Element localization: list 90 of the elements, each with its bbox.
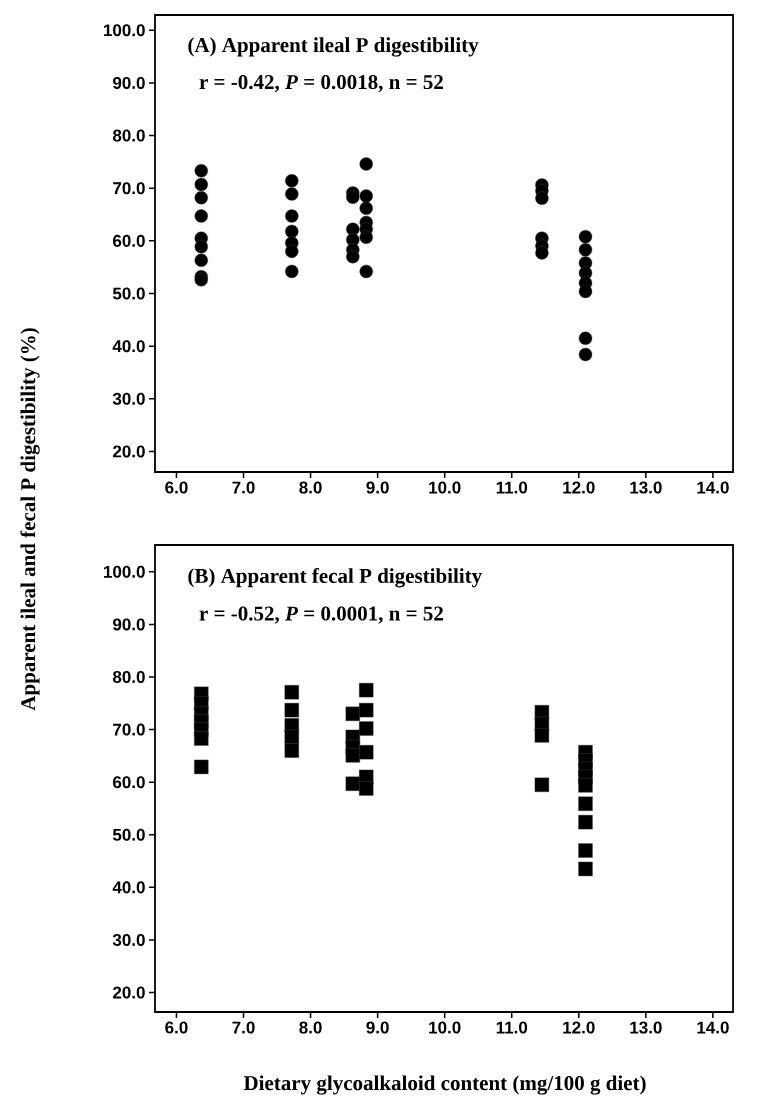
point — [284, 685, 299, 700]
point — [285, 264, 299, 279]
y-tick-label: 20.0 — [112, 986, 145, 999]
point — [578, 843, 593, 858]
x-tick-label: 13.0 — [630, 1021, 662, 1034]
annotation: r = -0.42, P = 0.0018, n = 52 — [199, 74, 443, 93]
point — [359, 189, 373, 203]
point — [194, 209, 208, 223]
y-tick-label: 30.0 — [112, 392, 145, 405]
y-tick-label: 70.0 — [113, 723, 145, 736]
point — [194, 253, 208, 268]
point — [578, 861, 593, 877]
point — [285, 174, 299, 188]
x-tick-label: 10.0 — [429, 1021, 461, 1034]
y-tick-label: 40.0 — [112, 881, 145, 894]
y-tick-label: 80.0 — [112, 129, 145, 142]
x-tick-label: 8.0 — [299, 481, 322, 494]
y-tick-label: 30.0 — [112, 933, 145, 946]
y-tick-label: 90.0 — [112, 618, 145, 631]
y-tick-label: 50.0 — [112, 287, 145, 300]
annotation: r = -0.52, P = 0.0001, n = 52 — [199, 606, 443, 624]
point — [359, 201, 373, 215]
x-tick-label: 11.0 — [496, 1021, 528, 1034]
point — [359, 781, 374, 796]
point — [194, 759, 209, 775]
point — [194, 190, 208, 205]
point — [194, 164, 208, 178]
point — [285, 187, 299, 201]
x-tick-label: 12.0 — [563, 1021, 595, 1034]
point — [578, 284, 593, 299]
y-tick-label: 60.0 — [113, 234, 145, 247]
point — [345, 776, 361, 791]
point — [578, 229, 593, 244]
point — [285, 244, 299, 259]
point — [359, 682, 374, 698]
point — [359, 702, 374, 718]
x-axis-title: Dietary glycoalkaloid content (mg/100 g diet) — [243, 1075, 646, 1095]
point — [345, 748, 361, 763]
point — [359, 745, 374, 760]
x-tick-label: 11.0 — [496, 481, 528, 494]
x-tick-label: 7.0 — [232, 481, 255, 494]
point — [194, 239, 208, 254]
y-tick-label: 70.0 — [113, 182, 145, 195]
point — [534, 777, 550, 792]
point — [578, 796, 593, 811]
point — [285, 224, 299, 239]
y-tick-label: 20.0 — [112, 445, 145, 458]
point — [345, 706, 361, 722]
point — [359, 230, 373, 244]
point — [578, 347, 593, 362]
y-tick-label: 100.0 — [104, 24, 145, 37]
x-tick-label: 7.0 — [232, 1021, 255, 1034]
point — [578, 814, 593, 830]
point — [346, 249, 360, 264]
point — [346, 190, 360, 204]
point — [359, 157, 373, 171]
x-tick-label: 14.0 — [697, 481, 729, 494]
point — [359, 721, 374, 736]
point — [359, 264, 373, 279]
y-axis-title: Apparent ileal and fecal P digestibility (%) — [20, 328, 40, 711]
point — [535, 191, 549, 205]
x-tick-label: 8.0 — [299, 1021, 322, 1034]
x-tick-label: 13.0 — [630, 481, 662, 494]
x-tick-label: 10.0 — [429, 481, 461, 494]
x-tick-label: 6.0 — [165, 1021, 188, 1034]
y-tick-label: 40.0 — [112, 340, 145, 353]
point — [535, 246, 549, 260]
point — [194, 273, 208, 287]
x-tick-label: 6.0 — [165, 481, 188, 494]
point — [284, 729, 299, 745]
point — [578, 243, 593, 257]
x-tick-label: 14.0 — [697, 1021, 729, 1034]
x-tick-label: 9.0 — [366, 481, 389, 494]
point — [578, 331, 593, 345]
text: (B) Apparent fecal P digestibility — [188, 567, 482, 588]
y-tick-label: 90.0 — [112, 76, 145, 89]
y-tick-label: 80.0 — [112, 670, 145, 684]
point — [285, 209, 299, 223]
text: (A) Apparent ileal P digestibility — [188, 37, 479, 57]
point — [578, 778, 593, 793]
y-tick-label: 50.0 — [112, 828, 145, 841]
x-tick-label: 9.0 — [366, 1021, 389, 1034]
point — [194, 731, 209, 746]
point — [534, 728, 550, 743]
y-tick-label: 100.0 — [104, 565, 145, 578]
x-tick-label: 12.0 — [563, 481, 595, 494]
point — [194, 177, 208, 192]
point — [284, 702, 299, 718]
point — [284, 743, 299, 758]
y-tick-label: 60.0 — [113, 776, 145, 789]
